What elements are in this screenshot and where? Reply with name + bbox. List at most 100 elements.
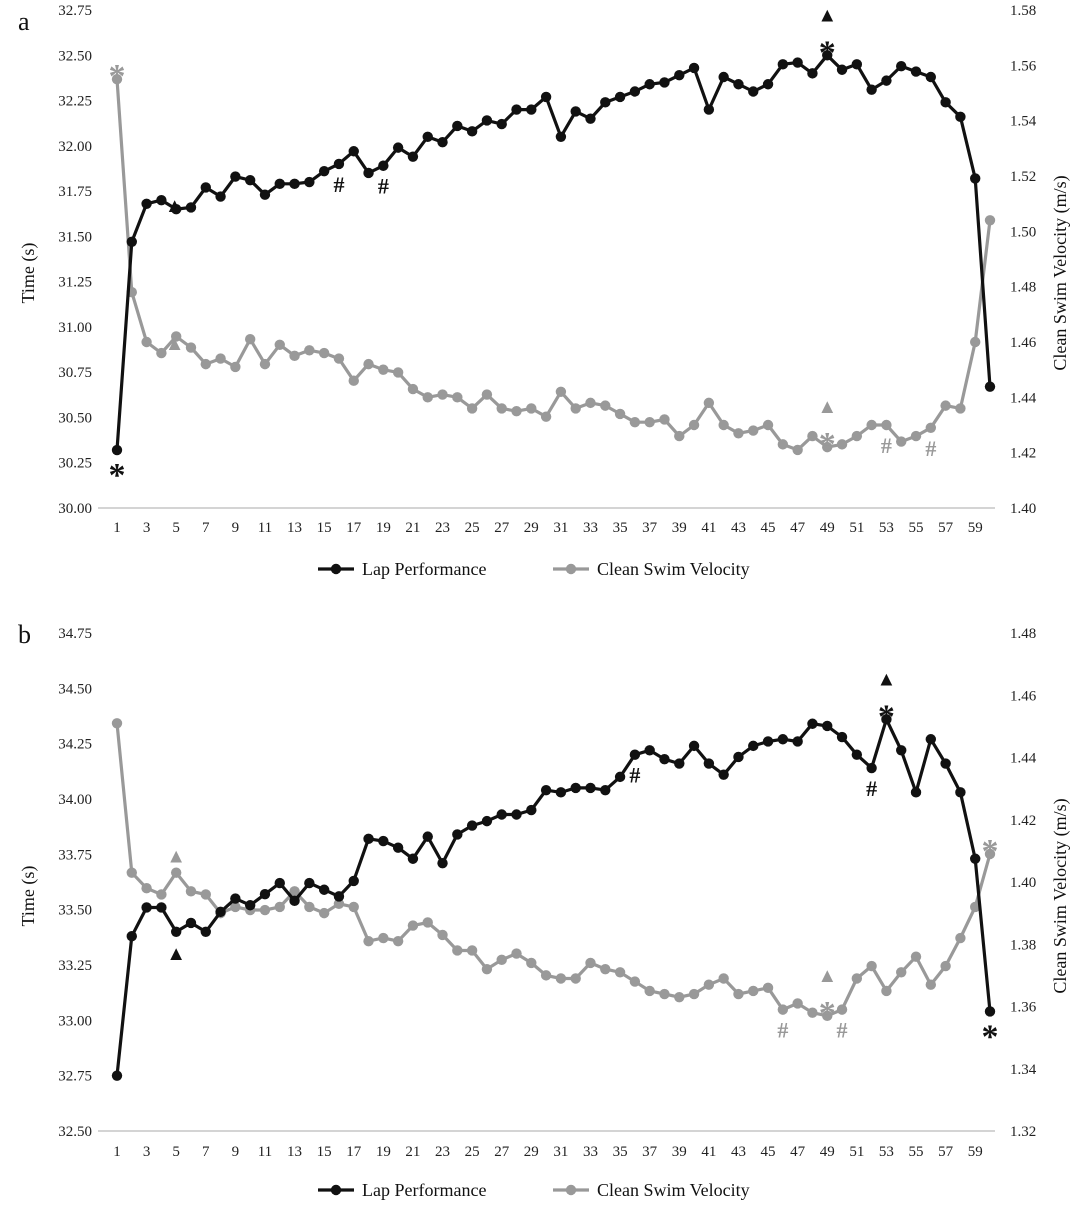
data-point — [600, 963, 611, 975]
data-point — [363, 833, 374, 845]
annotation-mark: * — [819, 426, 836, 463]
data-point — [881, 714, 892, 725]
data-point — [777, 59, 789, 70]
data-point — [984, 215, 996, 226]
data-point — [333, 898, 345, 909]
data-point — [570, 782, 581, 794]
data-point — [215, 191, 226, 202]
x-tick-label: 3 — [143, 1144, 151, 1160]
data-point — [156, 902, 167, 913]
x-tick-label: 49 — [820, 520, 835, 536]
data-point — [659, 988, 670, 1000]
data-point — [481, 389, 493, 400]
y2-tick-label: 1.48 — [1010, 280, 1036, 296]
data-point — [378, 932, 389, 944]
data-point — [392, 842, 404, 853]
annotation-mark: * — [982, 1018, 999, 1055]
y2-tick-label: 1.40 — [1010, 875, 1036, 891]
y2-tick-label: 1.50 — [1010, 224, 1036, 240]
y-tick-label: 32.25 — [58, 94, 92, 110]
y2-tick-label: 1.32 — [1010, 1124, 1036, 1140]
data-point — [822, 50, 833, 61]
y-tick-label: 34.25 — [58, 737, 92, 753]
data-point — [141, 198, 152, 209]
data-point — [170, 926, 182, 937]
data-point — [748, 86, 759, 97]
data-point — [244, 175, 256, 186]
x-tick-label: 35 — [613, 520, 628, 536]
data-point — [422, 831, 433, 842]
data-point — [555, 787, 567, 798]
x-tick-label: 7 — [202, 520, 210, 536]
data-point — [437, 929, 448, 941]
x-tick-label: 23 — [435, 1144, 450, 1160]
data-point — [378, 160, 389, 171]
data-point — [896, 436, 907, 447]
annotation-mark: # — [629, 763, 640, 788]
data-point — [792, 57, 803, 68]
y2-tick-label: 1.44 — [1010, 751, 1037, 767]
annotation-mark: ▲ — [817, 4, 837, 26]
data-point — [437, 389, 448, 400]
chart-panel-a: a30.0030.2530.5030.7531.0031.2531.5031.7… — [18, 3, 1071, 579]
data-point — [762, 419, 774, 431]
y2-tick-label: 1.52 — [1010, 169, 1036, 185]
data-point — [111, 718, 123, 729]
data-point — [230, 361, 241, 373]
data-point — [688, 988, 700, 1000]
data-point — [570, 973, 581, 984]
data-point — [170, 331, 182, 342]
data-point — [881, 75, 892, 86]
data-point — [156, 194, 167, 206]
annotation-mark: * — [109, 457, 126, 494]
y2-tick-label: 1.34 — [1010, 1062, 1037, 1078]
data-point — [925, 979, 937, 990]
data-point — [111, 1070, 123, 1081]
data-point — [200, 182, 211, 193]
panel-label: b — [18, 620, 31, 649]
x-tick-label: 35 — [613, 1144, 628, 1160]
x-tick-label: 55 — [909, 1144, 924, 1160]
annotation-mark: # — [925, 436, 936, 461]
x-tick-label: 51 — [849, 1144, 864, 1160]
data-point — [822, 1010, 833, 1022]
data-point — [348, 901, 359, 913]
data-point — [688, 62, 700, 74]
data-point — [363, 935, 374, 947]
data-point — [792, 736, 803, 747]
data-point — [392, 935, 404, 947]
y-tick-label: 32.50 — [58, 1124, 92, 1140]
y2-tick-label: 1.40 — [1010, 501, 1036, 517]
data-point — [970, 901, 981, 913]
data-point — [955, 111, 966, 123]
data-point — [378, 835, 389, 847]
series-line-lap-performance — [115, 717, 992, 1076]
data-point — [777, 439, 789, 450]
data-point — [970, 173, 981, 184]
x-tick-label: 31 — [553, 1144, 568, 1160]
data-point — [215, 353, 226, 364]
data-point — [540, 411, 552, 422]
data-point — [629, 976, 641, 987]
data-point — [792, 444, 803, 456]
data-point — [836, 64, 848, 75]
data-point — [540, 784, 552, 796]
data-point — [200, 889, 211, 900]
data-point — [126, 867, 137, 878]
data-point — [614, 408, 626, 420]
y2-tick-label: 1.56 — [1010, 58, 1037, 74]
y-tick-label: 31.25 — [58, 275, 92, 291]
x-tick-label: 21 — [405, 1144, 420, 1160]
data-point — [466, 820, 478, 831]
x-tick-label: 33 — [583, 520, 598, 536]
data-point — [511, 104, 522, 115]
annotation-mark: ▲ — [817, 965, 837, 987]
data-point — [452, 829, 463, 840]
data-point — [422, 131, 433, 142]
data-point — [259, 888, 271, 900]
y-tick-label: 33.50 — [58, 903, 92, 919]
y2-tick-label: 1.42 — [1010, 813, 1036, 829]
data-point — [910, 951, 922, 962]
data-point — [807, 1007, 818, 1018]
